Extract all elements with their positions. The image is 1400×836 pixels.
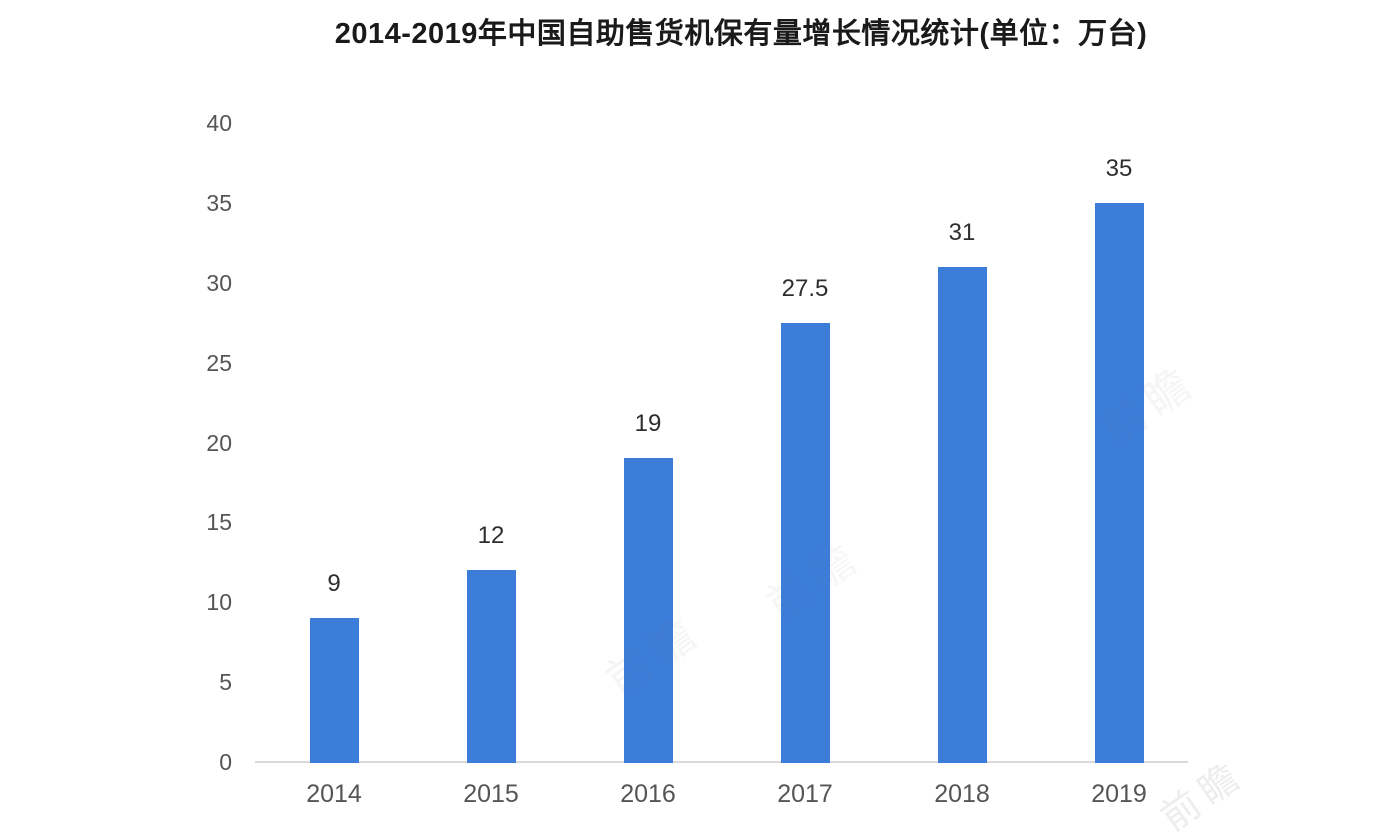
y-tick-label: 15: [206, 509, 232, 536]
x-axis-label: 2015: [463, 780, 519, 808]
y-tick-label: 10: [206, 589, 232, 616]
x-axis-label: 2017: [777, 780, 833, 808]
x-axis-label: 2014: [306, 780, 362, 808]
x-axis-label: 2016: [620, 780, 676, 808]
bar-value-label: 31: [948, 218, 976, 246]
bar-value-label: 35: [1105, 154, 1133, 182]
bar-2015: [466, 570, 516, 763]
y-tick-label: 25: [206, 349, 232, 376]
y-tick-label: 40: [206, 110, 232, 136]
bar-2019: [1094, 202, 1144, 763]
x-axis-line: [255, 761, 1188, 763]
y-tick-label: 30: [206, 269, 232, 296]
chart-title: 2014-2019年中国自助售货机保有量增长情况统计(单位：万台): [334, 18, 1148, 50]
bar-2017: [780, 322, 830, 763]
bar-value-label: 19: [634, 410, 662, 438]
bar-value-label: 9: [327, 570, 341, 598]
bar-value-label: 27.5: [781, 274, 829, 302]
y-tick-label: 0: [219, 749, 232, 775]
x-axis-label: 2019: [1091, 780, 1147, 808]
x-axis-label: 2018: [934, 780, 990, 808]
bar-2016: [623, 458, 673, 763]
y-tick-label: 35: [206, 189, 232, 216]
bar-2018: [937, 266, 987, 763]
bar-value-label: 12: [477, 522, 505, 550]
y-tick-label: 5: [219, 669, 232, 696]
bar-2014: [309, 618, 359, 763]
y-tick-label: 20: [206, 429, 232, 456]
